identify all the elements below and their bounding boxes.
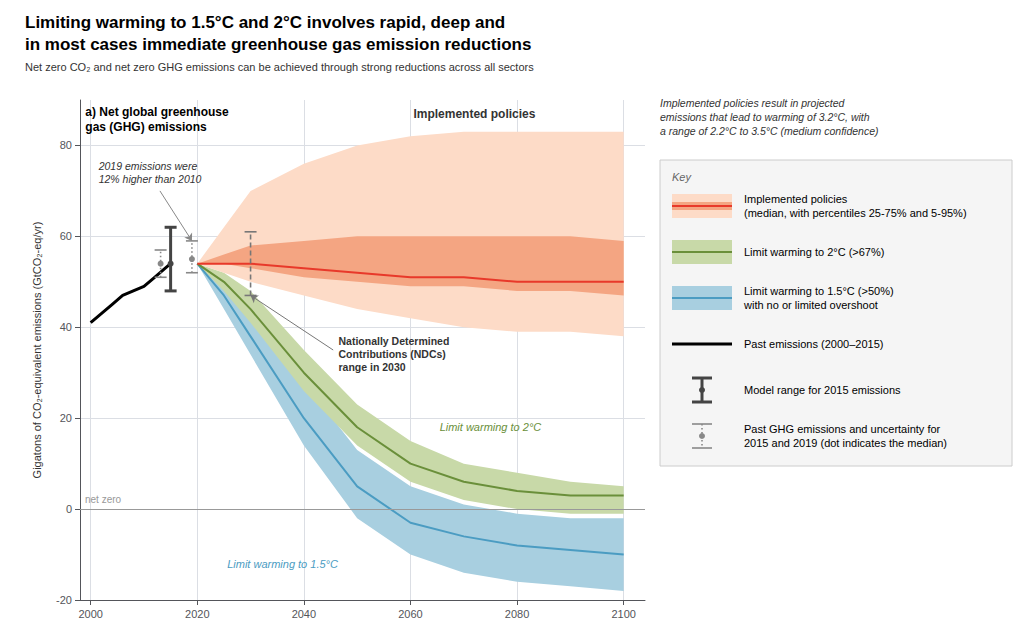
svg-text:2060: 2060 (398, 608, 422, 620)
svg-text:Limit warming to 2°C (>67%): Limit warming to 2°C (>67%) (744, 246, 884, 258)
svg-text:Past emissions (2000–2015): Past emissions (2000–2015) (744, 338, 883, 350)
svg-text:0: 0 (66, 503, 72, 515)
svg-text:Key: Key (672, 171, 692, 183)
svg-text:net zero: net zero (85, 494, 122, 505)
svg-text:Limit warming to 1.5°C (>50%): Limit warming to 1.5°C (>50%) (744, 285, 894, 297)
svg-text:2040: 2040 (292, 608, 316, 620)
svg-text:Limit warming to 2°C: Limit warming to 2°C (440, 421, 542, 433)
svg-text:Implemented policies: Implemented policies (413, 107, 535, 121)
svg-text:2100: 2100 (611, 608, 635, 620)
svg-text:in most cases immediate greenh: in most cases immediate greenhouse gas e… (25, 35, 531, 54)
svg-text:80: 80 (60, 139, 72, 151)
svg-text:a range of 2.2°C to 3.5°C (med: a range of 2.2°C to 3.5°C (medium confid… (660, 125, 879, 137)
svg-text:Gigatons of CO₂-equivalent emi: Gigatons of CO₂-equivalent emissions (Gt… (31, 222, 43, 479)
svg-text:Model range for 2015 emissions: Model range for 2015 emissions (744, 384, 901, 396)
svg-text:20: 20 (60, 412, 72, 424)
svg-text:Past GHG emissions and uncerta: Past GHG emissions and uncertainty for (744, 423, 941, 435)
svg-text:2020: 2020 (185, 608, 209, 620)
svg-text:2015 and 2019 (dot indicates t: 2015 and 2019 (dot indicates the median) (744, 437, 947, 449)
svg-text:a) Net global greenhouse: a) Net global greenhouse (85, 105, 229, 119)
svg-text:2000: 2000 (78, 608, 102, 620)
svg-text:Nationally Determined: Nationally Determined (339, 335, 450, 347)
svg-text:12% higher than 2010: 12% higher than 2010 (99, 173, 202, 185)
svg-text:with no or limited overshoot: with no or limited overshoot (743, 299, 878, 311)
svg-text:2080: 2080 (505, 608, 529, 620)
svg-text:range in 2030: range in 2030 (339, 361, 406, 373)
svg-text:Limiting warming to 1.5°C and: Limiting warming to 1.5°C and 2°C involv… (25, 13, 505, 32)
svg-text:Implemented policies: Implemented policies (744, 193, 848, 205)
svg-text:Limit warming to 1.5°C: Limit warming to 1.5°C (227, 558, 338, 570)
svg-text:Contributions (NDCs): Contributions (NDCs) (339, 348, 446, 360)
svg-text:emissions that lead to warming: emissions that lead to warming of 3.2°C,… (660, 111, 870, 123)
svg-text:60: 60 (60, 230, 72, 242)
svg-text:2019 emissions were: 2019 emissions were (98, 160, 198, 172)
svg-text:Implemented policies result in: Implemented policies result in projected (660, 97, 846, 109)
svg-text:(median, with percentiles 25-7: (median, with percentiles 25-75% and 5-9… (744, 207, 967, 219)
svg-text:gas (GHG) emissions: gas (GHG) emissions (85, 120, 207, 134)
svg-text:-20: -20 (56, 594, 72, 606)
svg-text:Net zero CO₂ and net zero GHG: Net zero CO₂ and net zero GHG emissions … (25, 61, 534, 73)
svg-text:40: 40 (60, 321, 72, 333)
